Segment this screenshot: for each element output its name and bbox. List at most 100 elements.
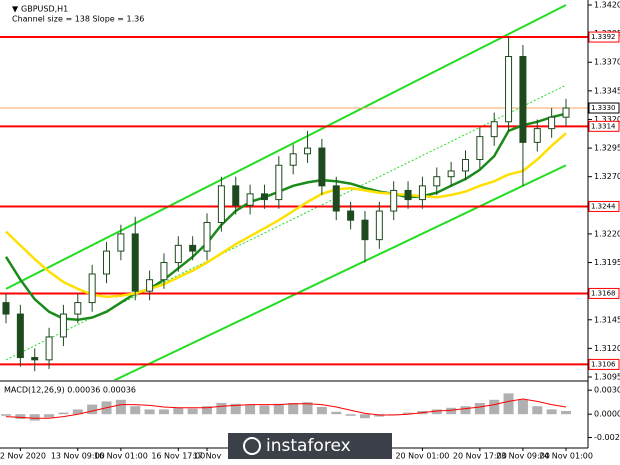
macd-bar xyxy=(230,403,241,415)
macd-bar xyxy=(15,414,26,419)
macd-bar xyxy=(546,409,557,415)
y-tick-label: 1.3195 xyxy=(594,258,620,267)
y-tick-label: 1.3145 xyxy=(594,315,620,324)
candle-body xyxy=(88,273,96,304)
candle-body xyxy=(404,189,412,201)
macd-bar xyxy=(72,409,83,415)
macd-bar xyxy=(345,414,356,416)
macd-bar xyxy=(532,406,543,415)
candle-body xyxy=(390,189,398,212)
y-tick-label: 0.0000 xyxy=(594,410,620,419)
candle-body xyxy=(289,153,297,166)
macd-plot xyxy=(1,393,571,421)
level-label-box xyxy=(588,358,620,370)
level-label: 1.3314 xyxy=(591,122,616,130)
macd-bar xyxy=(302,402,313,415)
macd-bar xyxy=(273,403,284,415)
x-tick-label: 16 Nov 01:00 xyxy=(94,452,148,461)
level-label: 1.3244 xyxy=(591,202,616,210)
candle-body xyxy=(490,121,498,138)
candle-body xyxy=(304,147,312,155)
x-tick-label: 20 Nov 01:00 xyxy=(395,452,449,461)
macd-bar xyxy=(87,404,98,415)
x-tick-label: 23 Nov 09:00 xyxy=(496,452,550,461)
macd-title: MACD(12,26,9) 0.00036 0.00036 xyxy=(4,386,136,395)
macd-bar xyxy=(158,409,169,415)
x-tick-label: 13 Nov 09:00 xyxy=(51,452,105,461)
level-label: 1.3392 xyxy=(591,33,616,41)
candle-body xyxy=(332,185,340,212)
macd-bar xyxy=(388,414,399,415)
macd-bar xyxy=(288,403,299,415)
macd-bar xyxy=(245,404,256,415)
macd-bar xyxy=(503,393,514,415)
y-tick-label: 1.3095 xyxy=(594,373,620,382)
candle-body xyxy=(246,193,254,206)
price-plot xyxy=(0,4,588,380)
candle-body xyxy=(562,107,570,118)
candle-body xyxy=(217,185,225,223)
current-price-box xyxy=(588,102,620,114)
candle-body xyxy=(232,185,240,206)
macd-bar xyxy=(44,414,55,418)
macd-bar xyxy=(474,403,485,415)
x-tick-label: 17 Nov xyxy=(193,452,222,461)
macd-bar xyxy=(517,399,528,415)
macd-bar xyxy=(446,407,457,415)
macd-bar xyxy=(29,414,40,421)
candle-body xyxy=(174,244,182,264)
moving-average xyxy=(5,132,567,299)
x-tick-label: 24 Nov 01:00 xyxy=(539,452,593,461)
candle-body xyxy=(31,357,39,361)
x-tick-label: 20 Nov 17:00 xyxy=(453,452,507,461)
candle-body xyxy=(131,233,139,292)
y-tick-label: 1.3320 xyxy=(594,115,620,124)
macd-bar xyxy=(316,407,327,415)
y-tick-label: 1.3345 xyxy=(594,86,620,95)
candle-body xyxy=(74,302,82,315)
level-label-box xyxy=(588,287,620,299)
candle-body xyxy=(59,313,67,338)
macd-signal xyxy=(5,398,567,419)
macd-bar xyxy=(259,405,270,415)
chart-title: GBPUSD,H1 xyxy=(21,5,68,14)
y-tick-label: 0.0030 xyxy=(594,386,620,395)
macd-bar xyxy=(431,409,442,415)
candle-body xyxy=(461,159,469,172)
y-tick-label: 1.3370 xyxy=(594,58,620,67)
channel-line xyxy=(5,4,567,290)
candle-body xyxy=(45,336,53,361)
macd-bar xyxy=(460,406,471,415)
watermark: instaforex xyxy=(228,433,392,459)
candle-body xyxy=(519,56,527,143)
y-tick-label: -0.00291 xyxy=(594,433,620,442)
candle-body xyxy=(505,56,513,123)
candle-body xyxy=(433,176,441,187)
level-label-box xyxy=(588,31,620,43)
macd-bar xyxy=(173,407,184,415)
macd-bar xyxy=(489,399,500,415)
watermark-logo xyxy=(243,437,261,455)
candle-body xyxy=(318,147,326,187)
level-label-box xyxy=(588,120,620,132)
watermark-text: instaforex xyxy=(266,436,351,456)
x-tick-label: 16 Nov 17:00 xyxy=(151,452,205,461)
macd-bar xyxy=(202,406,213,415)
candle-body xyxy=(447,170,455,178)
candle-body xyxy=(361,219,369,241)
candle-body xyxy=(275,164,283,201)
candle-body xyxy=(146,279,154,292)
macd-bar xyxy=(187,408,198,415)
candle-body xyxy=(533,128,541,143)
current-price-label: 1.3330 xyxy=(591,104,616,112)
candle-body xyxy=(160,262,168,281)
candle-body xyxy=(203,221,211,252)
x-tick-label: 12 Nov 2020 xyxy=(0,452,46,461)
candle-body xyxy=(117,233,125,252)
level-label-box xyxy=(588,200,620,212)
macd-bar xyxy=(359,414,370,419)
candle-body xyxy=(103,250,111,275)
macd-bar xyxy=(403,412,414,415)
y-tick-label: 1.3420 xyxy=(594,1,620,10)
